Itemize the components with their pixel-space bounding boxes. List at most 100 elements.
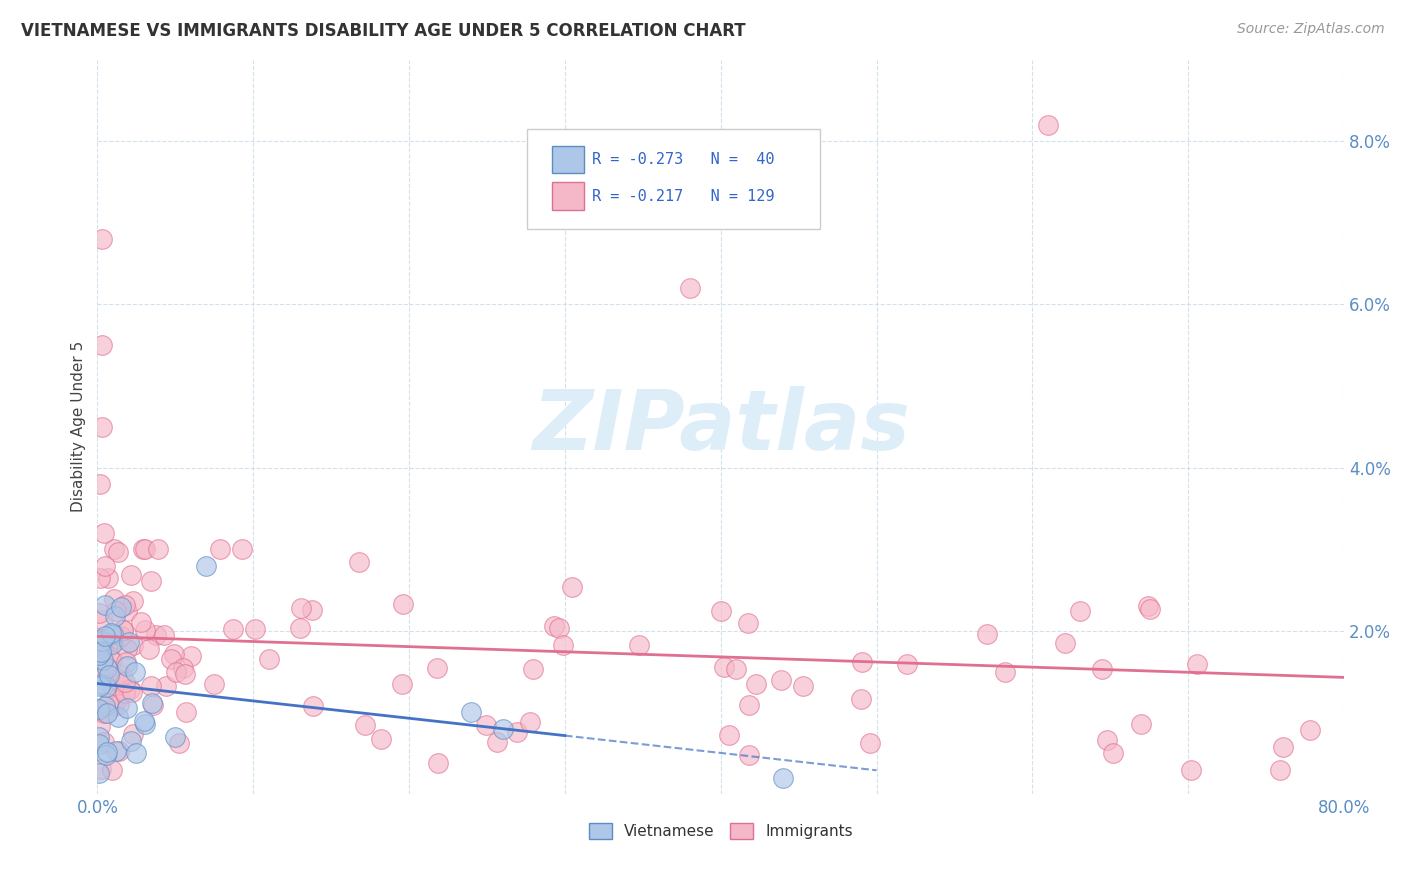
Point: [115, 604, 138, 618]
Point: [97, 669, 120, 683]
Point: [243, 622, 266, 636]
Point: [202, 677, 225, 691]
Point: [896, 657, 918, 672]
Point: [134, 716, 156, 731]
Point: [737, 615, 759, 630]
Point: [103, 698, 125, 713]
Point: [101, 653, 124, 667]
Point: [1271, 739, 1294, 754]
Point: [87, 648, 110, 663]
Point: [107, 545, 129, 559]
Point: [129, 615, 152, 629]
Point: [121, 685, 143, 699]
Point: [165, 665, 187, 679]
Point: [89, 477, 111, 491]
Point: [120, 733, 142, 747]
Point: [173, 667, 195, 681]
Point: [107, 710, 129, 724]
Point: [91, 632, 114, 646]
Point: [105, 744, 128, 758]
Point: [87, 730, 110, 744]
Point: [93, 706, 115, 720]
FancyBboxPatch shape: [553, 182, 583, 211]
Point: [87, 664, 110, 678]
Point: [155, 679, 177, 693]
Point: [107, 632, 129, 646]
Point: [107, 697, 129, 711]
Point: [100, 626, 122, 640]
Point: [391, 597, 413, 611]
Point: [124, 665, 146, 679]
Point: [142, 698, 165, 712]
Point: [1139, 602, 1161, 616]
FancyBboxPatch shape: [553, 145, 583, 173]
Point: [1130, 717, 1153, 731]
Point: [100, 679, 122, 693]
Point: [115, 656, 138, 670]
Point: [101, 763, 124, 777]
Point: [426, 661, 449, 675]
Point: [738, 747, 761, 762]
Point: [132, 714, 155, 729]
Point: [100, 653, 122, 667]
Point: [792, 679, 814, 693]
Point: [93, 699, 115, 714]
Point: [172, 661, 194, 675]
Point: [1299, 723, 1322, 738]
Point: [110, 629, 132, 643]
Point: [89, 719, 111, 733]
Point: [90, 641, 112, 656]
Point: [103, 591, 125, 606]
Text: VIETNAMESE VS IMMIGRANTS DISABILITY AGE UNDER 5 CORRELATION CHART: VIETNAMESE VS IMMIGRANTS DISABILITY AGE …: [21, 22, 745, 40]
Point: [153, 628, 176, 642]
Point: [87, 737, 110, 751]
Point: [1136, 599, 1159, 613]
Point: [90, 634, 112, 648]
Point: [125, 747, 148, 761]
Point: [104, 608, 127, 623]
Point: [1102, 746, 1125, 760]
Point: [167, 736, 190, 750]
Point: [87, 606, 110, 620]
Point: [551, 638, 574, 652]
Point: [94, 680, 117, 694]
Point: [111, 623, 134, 637]
Point: [94, 629, 117, 643]
Point: [89, 571, 111, 585]
Point: [485, 734, 508, 748]
Point: [460, 706, 482, 720]
Point: [117, 642, 139, 657]
Point: [1069, 604, 1091, 618]
Point: [859, 736, 882, 750]
Point: [91, 613, 114, 627]
Point: [122, 726, 145, 740]
Point: [87, 702, 110, 716]
Text: ZIPatlas: ZIPatlas: [531, 386, 910, 467]
Point: [96, 640, 118, 654]
Point: [91, 641, 114, 656]
Point: [851, 656, 873, 670]
Point: [290, 600, 312, 615]
Point: [710, 604, 733, 618]
Point: [627, 638, 650, 652]
Point: [97, 571, 120, 585]
Point: [91, 338, 114, 352]
Point: [1091, 662, 1114, 676]
Text: R = -0.217   N = 129: R = -0.217 N = 129: [592, 189, 775, 203]
Point: [90, 763, 112, 777]
Point: [110, 600, 132, 615]
Point: [93, 525, 115, 540]
Point: [180, 648, 202, 663]
Point: [769, 673, 792, 687]
Point: [174, 705, 197, 719]
Point: [745, 677, 768, 691]
Point: [231, 542, 253, 557]
Point: [132, 542, 155, 557]
Point: [94, 558, 117, 573]
Point: [391, 676, 413, 690]
Point: [138, 642, 160, 657]
Point: [110, 674, 132, 689]
Point: [108, 744, 131, 758]
Point: [1095, 733, 1118, 747]
Point: [122, 593, 145, 607]
